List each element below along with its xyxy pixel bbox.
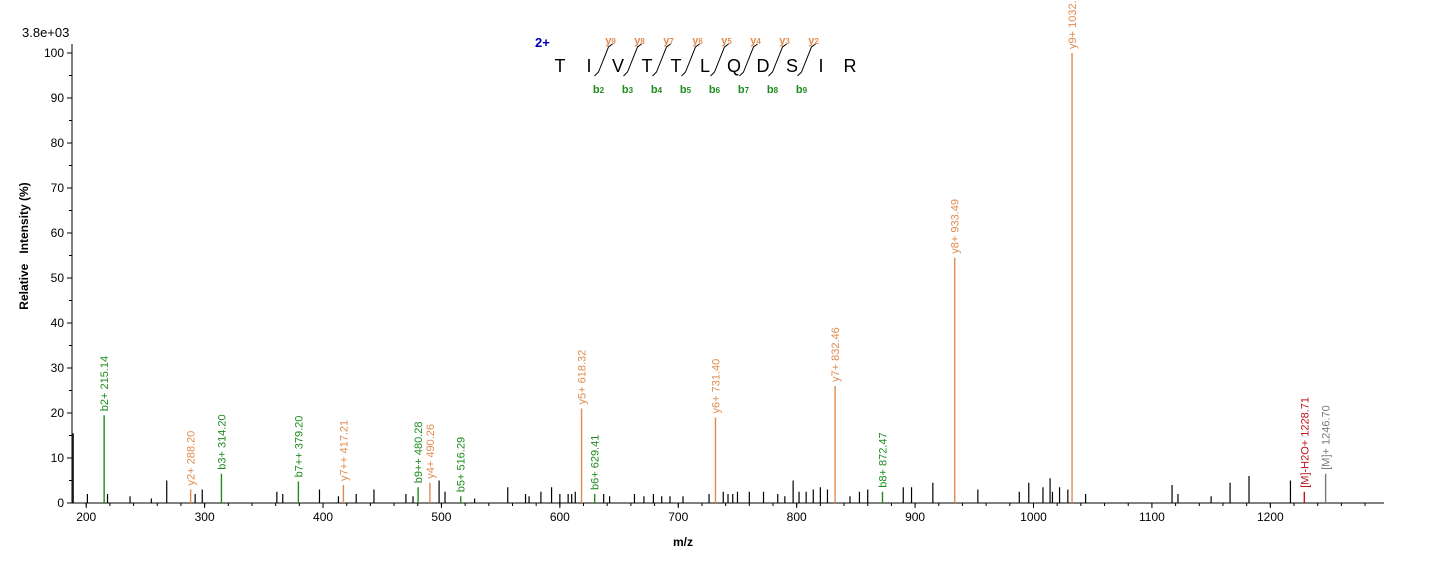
peak-label-1: y2+ 288.20 — [186, 431, 198, 486]
residue-8: S — [786, 56, 798, 76]
cleavage-marker-1 — [623, 43, 642, 77]
b-fragment-6: b8 — [767, 84, 779, 96]
x-tick-label-6: 800 — [787, 510, 807, 524]
y-fragment-7: y2 — [808, 35, 819, 47]
peak-label-6: y4+ 490.26 — [425, 424, 437, 479]
peak-label-8: y5+ 618.32 — [577, 350, 589, 405]
residue-2: V — [612, 56, 624, 76]
peak-label-2: b3+ 314.20 — [216, 414, 228, 469]
b-fragment-1: b3 — [622, 84, 634, 96]
y-fragment-2: y7 — [663, 35, 674, 47]
x-tick-label-10: 1200 — [1257, 510, 1284, 524]
y-fragment-0: y9 — [605, 35, 616, 47]
residue-9: I — [818, 56, 823, 76]
peak-label-10: y6+ 731.40 — [710, 359, 722, 414]
peak-label-11: y7+ 832.46 — [830, 327, 842, 382]
b-fragment-7: b9 — [796, 84, 808, 96]
peak-label-4: y7++ 417.21 — [338, 420, 350, 481]
x-tick-label-0: 200 — [76, 510, 96, 524]
x-tick-label-9: 1100 — [1139, 510, 1165, 524]
peak-label-12: b8+ 872.47 — [877, 432, 889, 487]
peak-label-9: b6+ 629.41 — [590, 435, 602, 490]
x-ticks: 200 300 400 500 600 700 800 900 1000 1100 1200 — [76, 503, 1366, 524]
y-fragment-5: y4 — [750, 35, 761, 47]
cleavage-marker-2 — [652, 43, 671, 77]
y-tick-label-6: 60 — [51, 226, 65, 240]
y-tick-label-5: 50 — [51, 271, 65, 285]
x-tick-label-3: 500 — [431, 510, 451, 524]
peak-labels: b2+ 215.14 y2+ 288.20 b3+ 314.20 b7++ 379.2… — [99, 0, 1332, 492]
b-fragment-2: b4 — [651, 84, 663, 96]
residue-0: T — [555, 56, 566, 76]
peak-label-0: b2+ 215.14 — [99, 356, 111, 411]
cleavage-marker-3 — [681, 43, 700, 77]
peak-label-7: b5+ 516.29 — [456, 437, 468, 492]
y-tick-label-8: 80 — [51, 136, 65, 150]
cleavage-marker-4 — [710, 43, 729, 77]
residue-6: Q — [727, 56, 741, 76]
residue-1: I — [586, 56, 591, 76]
axes — [71, 44, 1384, 504]
b-fragment-4: b6 — [709, 84, 721, 96]
x-tick-label-5: 700 — [668, 510, 688, 524]
x-tick-label-8: 1000 — [1020, 510, 1047, 524]
peak-label-16: [M]+ 1246.70 — [1321, 405, 1333, 470]
cleavage-marker-5 — [739, 43, 758, 77]
residue-5: L — [700, 56, 710, 76]
b-fragment-0: b2 — [593, 84, 605, 96]
charge-state-label: 2+ — [535, 35, 550, 50]
y-fragment-1: y8 — [634, 35, 645, 47]
peak-label-13: y8+ 933.49 — [950, 199, 962, 254]
residue-10: R — [844, 56, 857, 76]
y-fragment-4: y5 — [721, 35, 732, 47]
y-axis-title: Relative Intensity (%) — [17, 182, 31, 309]
y-tick-label-4: 40 — [51, 316, 65, 330]
y-tick-label-3: 30 — [51, 361, 65, 375]
y-ticks: 0 10 20 30 40 50 60 70 80 90 100 — [44, 46, 72, 510]
peaks — [72, 53, 1327, 503]
cleavage-marker-6 — [768, 43, 787, 77]
cleavage-marker-0 — [594, 43, 613, 77]
sequence-fragment-markers: y9 b2 y8 b3 y7 b4 y6 b5 y5 b6 y4 b7 y3 b8 y2 b9 — [593, 35, 819, 96]
peak-label-5: b9++ 480.28 — [413, 421, 425, 483]
y-fragment-6: y3 — [779, 35, 790, 47]
residue-7: D — [757, 56, 770, 76]
peak-label-15: [M]-H2O+ 1228.71 — [1299, 397, 1311, 488]
y-fragment-3: y6 — [692, 35, 703, 47]
x-tick-label-2: 400 — [313, 510, 333, 524]
residue-4: T — [671, 56, 682, 76]
y-tick-label-10: 100 — [44, 46, 64, 60]
peak-label-3: b7++ 379.20 — [293, 416, 305, 478]
y-tick-label-2: 20 — [51, 406, 65, 420]
y-tick-label-0: 0 — [57, 496, 64, 510]
y-tick-label-7: 70 — [51, 181, 65, 195]
residue-3: T — [642, 56, 653, 76]
y-tick-label-9: 90 — [51, 91, 65, 105]
cleavage-marker-7 — [797, 43, 816, 77]
y-tick-label-1: 10 — [51, 451, 65, 465]
intensity-scale-label: 3.8e+03 — [22, 25, 69, 40]
x-tick-label-7: 900 — [905, 510, 925, 524]
peak-label-14: y9+ 1032.56 — [1067, 0, 1079, 49]
b-fragment-3: b5 — [680, 84, 692, 96]
x-tick-label-4: 600 — [550, 510, 570, 524]
x-axis-title: m/z — [673, 535, 693, 549]
b-fragment-5: b7 — [738, 84, 750, 96]
x-tick-label-1: 300 — [195, 510, 215, 524]
